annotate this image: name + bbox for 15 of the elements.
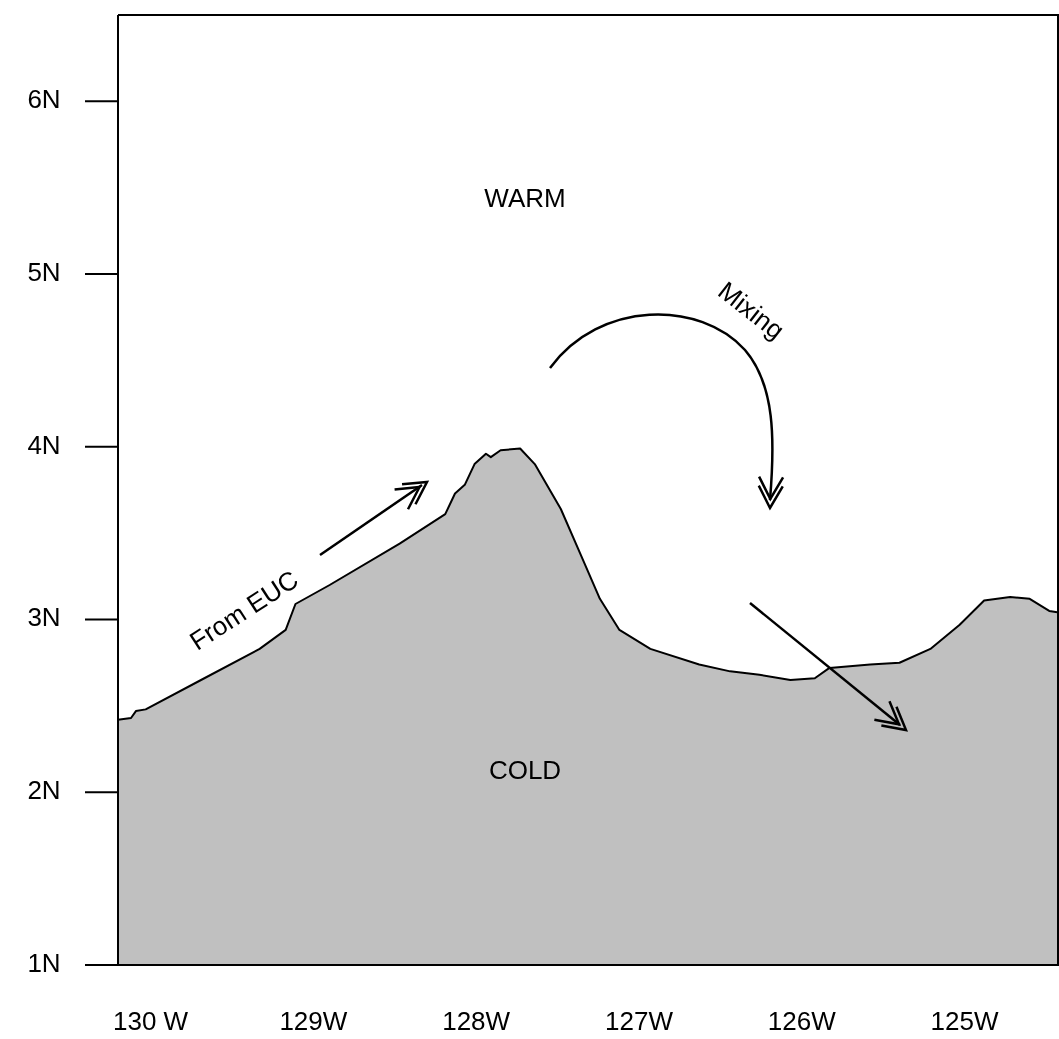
x-tick-label: 129W (279, 1006, 348, 1036)
y-tick-label: 3N (27, 602, 61, 633)
x-tick-label: 126W (767, 1006, 837, 1036)
x-tick-label: 130 W (112, 1006, 189, 1036)
y-tick-label: 1N (27, 947, 61, 978)
y-tick-label: 2N (27, 775, 61, 806)
y-tick-label: 6N (27, 84, 61, 115)
annotation: COLD (488, 754, 562, 785)
annotation: WARM (484, 182, 566, 213)
x-tick-label: 128W (442, 1006, 511, 1036)
annotation: From EUC (184, 564, 304, 657)
y-tick-label: 5N (27, 256, 61, 287)
x-tick-label: 127W (605, 1006, 674, 1036)
x-tick-label: 125W (930, 1006, 999, 1036)
y-tick-label: 4N (27, 429, 61, 460)
